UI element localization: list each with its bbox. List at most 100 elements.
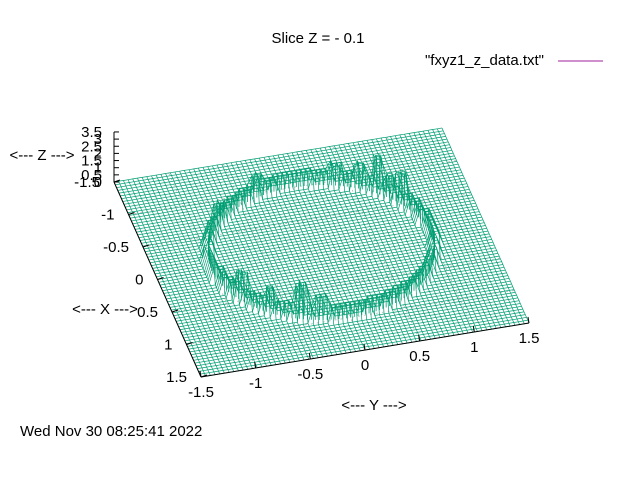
surface-mesh-line — [174, 262, 503, 319]
surface-mesh-line — [291, 152, 380, 348]
surface-mesh-line — [176, 264, 505, 322]
surface-mesh — [113, 127, 530, 378]
surface-mesh-line — [357, 141, 446, 338]
x-tick-label: 1.5 — [166, 369, 187, 386]
surface-mesh-line — [177, 268, 506, 325]
surface-mesh-line — [194, 308, 523, 364]
surface-mesh-line — [287, 153, 375, 349]
y-tick — [527, 316, 530, 324]
surface-mesh-line — [394, 135, 483, 331]
surface-mesh-line — [187, 292, 516, 347]
surface-mesh-line — [399, 134, 488, 331]
surface-mesh-line — [184, 284, 513, 342]
y-tick — [363, 343, 366, 351]
surface-mesh-line — [380, 137, 469, 334]
surface-mesh-line — [347, 143, 436, 339]
surface-mesh-line — [183, 281, 512, 339]
y-tick-label: 1.5 — [519, 330, 540, 347]
x-tick-label: -1.5 — [74, 174, 100, 191]
surface-mesh-line — [366, 140, 455, 336]
surface-mesh-line — [282, 154, 371, 350]
y-tick-label: -1.5 — [188, 384, 214, 401]
surface-mesh-line — [413, 132, 502, 328]
surface-mesh-line — [181, 278, 510, 333]
y-tick-label: -0.5 — [297, 366, 323, 383]
y-tick — [254, 361, 257, 369]
y-axis-label: <--- Y ---> — [341, 397, 407, 414]
surface-mesh-line — [371, 139, 460, 335]
surface-mesh-line — [319, 147, 408, 344]
x-tick-label: -0.5 — [103, 239, 129, 256]
y-tick-label: 0.5 — [409, 348, 430, 365]
surface-mesh-line — [404, 134, 492, 330]
z-tick-label: 3 — [94, 131, 102, 148]
x-axis-label: <--- X ---> — [72, 301, 138, 318]
chart-title: Slice Z = - 0.1 — [272, 30, 365, 47]
surface-mesh-line — [329, 146, 417, 342]
surface-mesh-line — [189, 297, 518, 353]
surface-mesh-line — [178, 272, 507, 328]
surface-mesh-line — [197, 314, 526, 369]
z-axis-label: <--- Z ---> — [10, 147, 75, 164]
surface-mesh-line — [179, 275, 508, 330]
surface-mesh-line — [199, 319, 528, 375]
surface-mesh-line — [427, 130, 516, 326]
x-tick — [142, 244, 150, 248]
surface-mesh-line — [195, 311, 525, 367]
surface-mesh-line — [305, 150, 394, 346]
surface-mesh-line — [168, 245, 497, 305]
y-tick — [199, 370, 202, 378]
surface-mesh-line — [441, 127, 530, 324]
surface-mesh-line — [418, 131, 506, 328]
surface-mesh-line — [173, 258, 502, 317]
surface-mesh-line — [193, 305, 522, 361]
surface-mesh-line — [338, 144, 427, 341]
surface-mesh-line — [333, 145, 422, 341]
surface-mesh-line — [385, 137, 474, 333]
surface-mesh-line — [352, 142, 441, 338]
surface-mesh-line — [188, 294, 517, 350]
z-tick-label: 2.5 — [81, 138, 102, 155]
tick-labels: -1.5-1-0.500.511.5-1.5-1-0.500.511.53.53… — [74, 124, 539, 401]
y-tick-label: -1 — [249, 375, 262, 392]
z-tick-label: 1 — [94, 160, 102, 177]
timestamp: Wed Nov 30 08:25:41 2022 — [20, 423, 202, 440]
z-tick-label: 0 — [94, 174, 102, 191]
surface-mesh-line — [432, 129, 520, 325]
grid-line-x — [128, 160, 457, 215]
surface-mesh-line — [315, 148, 403, 344]
surface-mesh-line — [408, 133, 497, 329]
surface-mesh-line — [390, 136, 478, 332]
surface-mesh-line — [191, 300, 520, 356]
surface-mesh-line — [376, 138, 464, 334]
surface-mesh-line — [186, 289, 515, 344]
z-tick-label: 1.5 — [81, 153, 102, 170]
y-tick-label: 0 — [361, 357, 369, 374]
x-tick-label: 1 — [164, 337, 172, 354]
y-tick — [418, 334, 421, 342]
x-tick-label: 0 — [135, 272, 143, 289]
surface-mesh-line — [171, 252, 500, 311]
legend-label: "fxyz1_z_data.txt" — [425, 52, 544, 69]
z-tick-label: 3.5 — [81, 124, 102, 141]
surface-mesh-line — [343, 144, 431, 340]
x-tick-label: -1 — [101, 207, 114, 224]
surface-mesh-line — [436, 128, 525, 324]
y-tick — [308, 352, 311, 360]
z-tick-label: 2 — [94, 145, 102, 162]
surface-mesh-line — [192, 303, 521, 358]
z-tick-label: 0.5 — [81, 167, 102, 184]
surface-mesh-line — [198, 317, 527, 372]
x-tick-label: 0.5 — [137, 304, 158, 321]
grid-line-x — [186, 290, 515, 345]
surface-mesh-line — [172, 255, 501, 314]
surface-mesh-line — [310, 149, 399, 345]
y-tick-label: 1 — [470, 339, 478, 356]
surface-mesh-line — [169, 248, 498, 308]
x-tick — [200, 374, 208, 378]
grid-line-x — [171, 257, 501, 313]
x-tick — [186, 342, 193, 345]
x-tick — [128, 212, 135, 215]
x-tick — [171, 309, 179, 313]
